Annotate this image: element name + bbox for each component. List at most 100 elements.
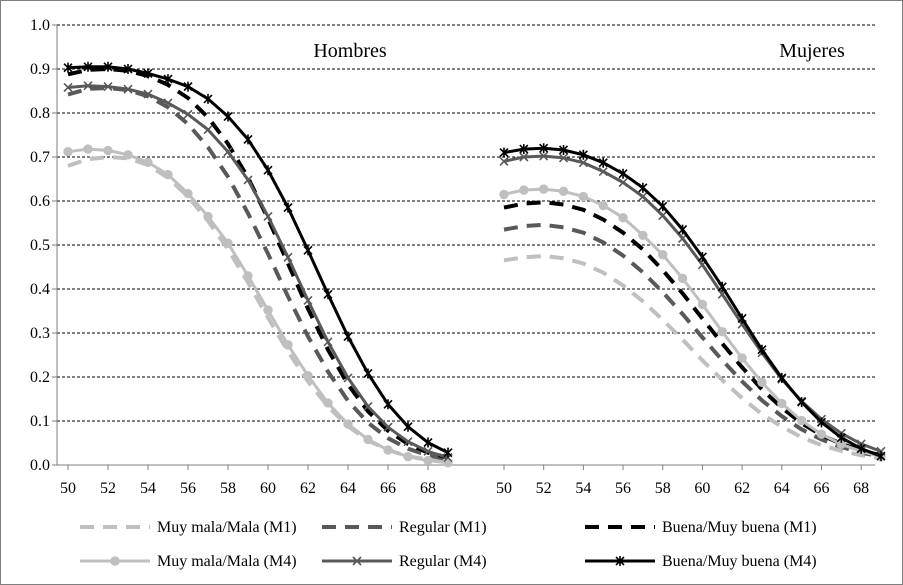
series-point: [677, 273, 688, 284]
panel-hombres-series: [67, 85, 449, 462]
y-tick-label: 1.0: [30, 17, 50, 34]
series-point: [658, 249, 668, 260]
legend-label: Buena/Muy buena (M4): [662, 553, 817, 570]
x-tick-label: 58: [655, 480, 671, 497]
series-point: [63, 147, 73, 157]
series-point: [697, 299, 708, 310]
series-point: [223, 238, 233, 248]
series-point: [403, 421, 413, 432]
series-point: [323, 337, 333, 347]
series-point: [638, 192, 648, 202]
series-point: [143, 89, 153, 99]
series-point: [203, 93, 213, 104]
series-point: [183, 188, 193, 199]
series-point: [558, 153, 569, 163]
y-tick-label: 0.4: [30, 281, 50, 298]
series-point: [423, 446, 433, 456]
series-point: [343, 331, 353, 342]
series-point: [816, 429, 827, 439]
series-point: [777, 372, 787, 383]
x-tick-label: 60: [694, 480, 710, 497]
x-tick-label: 54: [140, 480, 156, 497]
x-tick-label: 60: [260, 480, 276, 497]
series-point: [283, 202, 293, 213]
series-point: [303, 295, 313, 306]
series-point: [423, 437, 433, 448]
legend-item: Buena/Muy buena (M4): [585, 553, 817, 570]
legend-label: Buena/Muy buena (M1): [662, 519, 817, 536]
series-point: [83, 81, 93, 91]
series-point: [519, 144, 529, 155]
y-tick-label: 0.2: [30, 369, 50, 386]
series-point: [757, 344, 767, 355]
series-point: [598, 157, 608, 168]
x-tick-label: 62: [734, 480, 750, 497]
series-point: [519, 152, 529, 162]
legend-marker-point: [352, 556, 362, 566]
series-point: [103, 145, 113, 156]
series-point: [678, 224, 688, 235]
series-line: [503, 154, 882, 453]
series-point: [737, 313, 747, 324]
panel-mujeres-series: [503, 222, 882, 459]
series-point: [343, 419, 353, 429]
y-tick-label: 0.3: [30, 325, 50, 342]
series-point: [403, 437, 413, 447]
series-point: [558, 186, 569, 197]
x-tick-label: 62: [300, 480, 316, 497]
x-tick-label: 56: [615, 480, 631, 497]
legend-item: Muy mala/Mala (M1): [80, 519, 297, 536]
series-point: [499, 189, 509, 200]
y-tick-label: 0.1: [30, 413, 50, 430]
series-line: [67, 155, 449, 464]
panel-mujeres-series: [499, 143, 886, 462]
series-point: [163, 74, 173, 85]
series-point: [63, 62, 73, 73]
series-point: [383, 399, 393, 410]
series-point: [283, 340, 293, 350]
series-point: [618, 177, 628, 188]
y-tick-label: 0.8: [30, 105, 50, 122]
series-point: [263, 305, 273, 315]
series-point: [757, 377, 767, 387]
series-point: [183, 81, 193, 92]
series-point: [638, 182, 648, 193]
series-point: [143, 68, 153, 79]
series-point: [363, 368, 373, 379]
series-point: [797, 397, 807, 408]
x-tick-label: 66: [813, 480, 829, 497]
series-point: [856, 443, 866, 454]
x-tick-label: 66: [380, 480, 396, 497]
series-point: [618, 168, 628, 179]
x-tick-label: 58: [220, 480, 236, 497]
series-point: [578, 149, 588, 160]
series-point: [443, 447, 453, 458]
series-point: [717, 281, 727, 292]
x-tick-label: 64: [340, 480, 356, 497]
series-point: [223, 147, 233, 157]
x-tick-label: 50: [60, 480, 76, 497]
series-point: [243, 175, 253, 185]
series-line: [67, 65, 449, 455]
series-point: [383, 445, 393, 455]
series-point: [658, 201, 668, 212]
panel-hombres-series: [67, 67, 449, 460]
series-point: [598, 166, 608, 177]
series-point: [203, 211, 213, 222]
series-point: [796, 415, 807, 426]
series-point: [223, 111, 233, 122]
series-point: [737, 353, 747, 363]
x-tick-label: 52: [100, 480, 116, 497]
y-tick-label: 0.6: [30, 193, 50, 210]
panel-mujeres-title: Mujeres: [779, 40, 845, 62]
legend-label: Muy mala/Mala (M1): [157, 519, 297, 536]
series-point: [816, 417, 827, 428]
series-point: [63, 82, 73, 93]
y-tick-label: 0.7: [30, 149, 50, 166]
series-point: [323, 398, 333, 408]
series-line: [503, 254, 882, 461]
panel-hombres-title: Hombres: [313, 40, 387, 62]
series-point: [103, 82, 113, 92]
legend-label: Regular (M4): [399, 553, 487, 570]
series-point: [658, 210, 668, 221]
